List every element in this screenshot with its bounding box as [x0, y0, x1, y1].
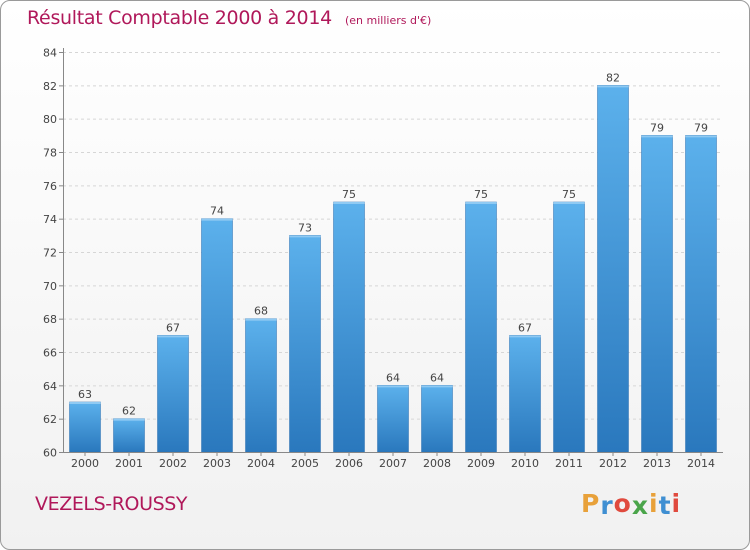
proxiti-logo-letter: i	[671, 489, 682, 518]
x-tick-label: 2006	[335, 457, 363, 470]
bar-highlight	[289, 235, 321, 238]
bar	[289, 235, 321, 453]
commune-name: VEZELS-ROUSSY	[35, 493, 188, 515]
x-tick-label: 2003	[203, 457, 231, 470]
bar	[685, 135, 717, 453]
x-tick-label: 2008	[423, 457, 451, 470]
bar-highlight	[69, 402, 101, 404]
x-tick-label: 2009	[467, 457, 495, 470]
x-tick-label: 2014	[687, 457, 715, 470]
y-tick-label: 66	[43, 347, 57, 360]
bar	[377, 385, 409, 453]
y-tick-label: 60	[43, 447, 57, 460]
bar	[509, 335, 541, 453]
data-label: 75	[562, 188, 576, 201]
x-tick-label: 2005	[291, 457, 319, 470]
chart-subtitle: (en milliers d'€)	[344, 14, 432, 27]
data-label: 74	[210, 205, 224, 218]
bar	[641, 135, 673, 453]
y-tick-label: 76	[43, 180, 57, 193]
bar-highlight	[685, 135, 717, 138]
bar-highlight	[377, 385, 409, 388]
data-label: 68	[254, 305, 268, 318]
y-tick-label: 80	[43, 113, 57, 126]
y-tick-label: 68	[43, 313, 57, 326]
x-tick-label: 2004	[247, 457, 275, 470]
bar-highlight	[509, 335, 541, 338]
label-layer: 63 62 67 74 68 73 75 64 64 75 67 75 82 79 79	[78, 71, 708, 417]
bar	[553, 201, 585, 453]
proxiti-logo[interactable]: Proxiti	[581, 489, 682, 520]
y-tick-label: 72	[43, 247, 57, 260]
bar-highlight	[553, 202, 585, 204]
title-row: Résultat Comptable 2000 à 2014 (en milli…	[27, 7, 431, 29]
bar-highlight	[245, 318, 277, 321]
bar	[69, 401, 101, 453]
data-label: 67	[166, 321, 180, 334]
bar-highlight	[157, 335, 189, 338]
bar	[333, 201, 365, 453]
x-tick-label: 2007	[379, 457, 407, 470]
bar	[465, 201, 497, 453]
data-label: 62	[122, 405, 136, 418]
x-tick-label: 2000	[71, 457, 99, 470]
bar	[421, 385, 453, 453]
y-tick-label: 64	[43, 380, 57, 393]
x-tick-label: 2012	[599, 457, 627, 470]
x-tick-label: 2010	[511, 457, 539, 470]
bar-highlight	[421, 385, 453, 388]
data-label: 75	[474, 188, 488, 201]
bar	[113, 418, 145, 453]
data-label: 79	[694, 121, 708, 134]
x-tick-label: 2013	[643, 457, 671, 470]
proxiti-logo-letter: t	[658, 491, 672, 520]
bar	[245, 318, 277, 453]
data-label: 73	[298, 221, 312, 234]
bar	[157, 335, 189, 453]
data-label: 75	[342, 188, 356, 201]
bar	[597, 85, 629, 453]
data-label: 82	[606, 71, 620, 84]
bar-highlight	[465, 202, 497, 204]
chart-title: Résultat Comptable 2000 à 2014	[27, 7, 332, 29]
data-label: 64	[386, 371, 400, 384]
bar-highlight	[201, 218, 233, 221]
data-label: 63	[78, 388, 92, 401]
bar-highlight	[113, 418, 145, 421]
data-label: 79	[650, 121, 664, 134]
x-tick-label: 2001	[115, 457, 143, 470]
bar-highlight	[333, 202, 365, 204]
y-tick-label: 62	[43, 413, 57, 426]
proxiti-logo-letter: r	[600, 491, 614, 520]
y-tick-label: 82	[43, 80, 57, 93]
x-tick-label: 2002	[159, 457, 187, 470]
data-label: 64	[430, 371, 444, 384]
y-tick-label: 84	[43, 47, 57, 60]
bar	[201, 218, 233, 453]
bar-highlight	[641, 135, 673, 138]
proxiti-logo-letter: x	[631, 491, 649, 520]
bar-highlight	[597, 85, 629, 88]
data-label: 67	[518, 321, 532, 334]
proxiti-logo-letter: i	[649, 489, 659, 518]
x-tick-label: 2011	[555, 457, 583, 470]
bar-layer	[69, 85, 717, 453]
y-tick-label: 78	[43, 147, 57, 160]
proxiti-logo-letter: P	[581, 489, 601, 518]
y-tick-label: 74	[43, 213, 57, 226]
axis-layer: 60 62 64 66 68 70 72 74 76 78 80 82 84 2000 2001 2002 20…	[43, 47, 723, 470]
proxiti-logo-letter: o	[613, 489, 632, 518]
y-tick-label: 70	[43, 280, 57, 293]
